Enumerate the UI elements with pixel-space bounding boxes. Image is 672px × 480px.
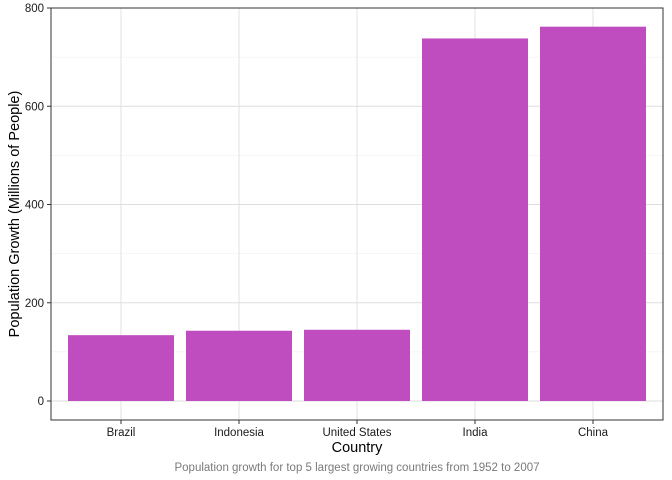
bar-india bbox=[422, 38, 528, 402]
x-axis-title: Country bbox=[332, 440, 384, 456]
y-tick-label: 0 bbox=[38, 396, 44, 408]
y-tick-label: 800 bbox=[25, 3, 44, 15]
y-tick-label: 600 bbox=[25, 101, 44, 113]
x-tick-label: China bbox=[578, 427, 609, 439]
y-tick-label: 200 bbox=[25, 298, 44, 310]
y-tick-label: 400 bbox=[25, 200, 44, 212]
bar-united-states bbox=[304, 329, 410, 401]
chart-caption: Population growth for top 5 largest grow… bbox=[174, 462, 539, 474]
bar-indonesia bbox=[186, 330, 292, 401]
x-tick-label: United States bbox=[322, 427, 391, 439]
y-axis-title: Population Growth (Millions of People) bbox=[7, 91, 23, 338]
x-tick-label: India bbox=[463, 427, 489, 439]
x-tick-label: Indonesia bbox=[214, 427, 264, 439]
bar-china bbox=[540, 26, 646, 401]
bar-brazil bbox=[68, 335, 174, 401]
x-tick-label: Brazil bbox=[107, 427, 136, 439]
bars bbox=[68, 26, 646, 402]
y-axis-ticks: 0 200 400 600 800 bbox=[25, 3, 51, 408]
x-axis-ticks: Brazil Indonesia United States India China bbox=[107, 420, 609, 439]
